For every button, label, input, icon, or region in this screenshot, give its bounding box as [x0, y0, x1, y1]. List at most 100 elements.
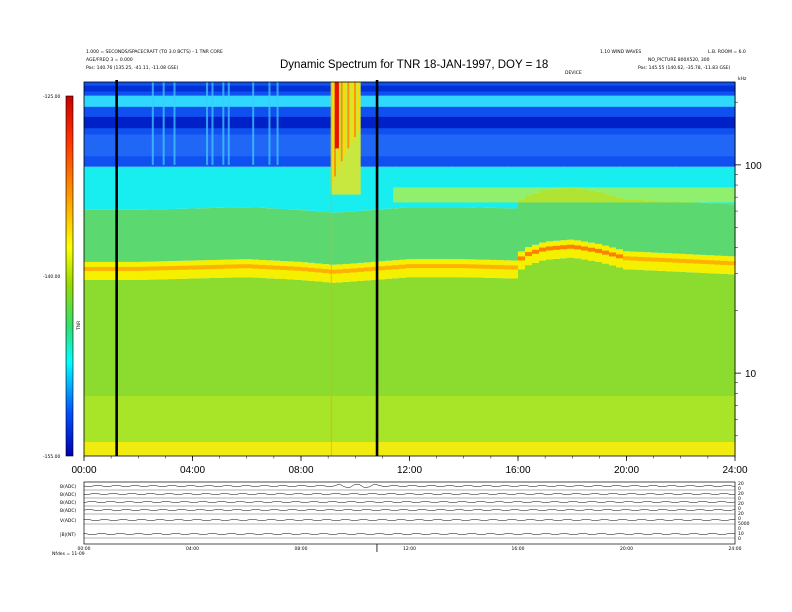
band-low [189, 278, 197, 456]
band-bottom-yellow [504, 442, 512, 456]
band-bottom-green [630, 396, 638, 444]
band-bottom-yellow [357, 442, 365, 456]
plasma-line [581, 246, 589, 251]
band-mid [413, 207, 421, 260]
band-cyan [574, 166, 582, 189]
band-cyan [427, 166, 435, 208]
band-cyan [686, 166, 694, 203]
band-bottom-yellow [567, 442, 575, 456]
band-bottom-yellow [455, 442, 463, 456]
band-bottom-yellow [266, 442, 274, 456]
header-right-line3: Pos: 145.55 (140.62, -35.78, -11.83 GSE) [638, 65, 731, 71]
band-bottom-green [434, 396, 442, 444]
plasma-line [595, 248, 603, 253]
band-bottom-green [441, 396, 449, 444]
plasma-line [686, 259, 694, 264]
band-mid [665, 201, 673, 254]
band-low [357, 280, 365, 456]
bottom-row-label: B(ADC) [60, 508, 77, 514]
band-bottom-yellow [651, 442, 659, 456]
plasma-line [245, 264, 253, 269]
top-cyan-line [84, 95, 735, 107]
band-low [623, 269, 631, 456]
band-mid [518, 199, 526, 252]
plasma-line [448, 264, 456, 269]
band-bottom-yellow [462, 442, 470, 456]
band-mid [168, 209, 176, 262]
band-low [371, 279, 379, 456]
plasma-line [385, 265, 393, 270]
band-bottom-yellow [546, 442, 554, 456]
band-cyan [469, 166, 477, 208]
band-cyan [546, 166, 554, 190]
burst-streak [354, 82, 356, 138]
burst-streak [347, 82, 350, 149]
band-mid [672, 201, 680, 254]
burst-core [334, 82, 339, 149]
band-cyan [224, 166, 232, 208]
band-bottom-yellow [336, 442, 344, 456]
plasma-line [196, 265, 204, 270]
plasma-line [658, 257, 666, 262]
cyan-streak [173, 82, 176, 165]
band-low [658, 270, 666, 456]
band-cyan [182, 166, 190, 209]
plasma-line [665, 258, 673, 263]
band-low [679, 271, 687, 456]
band-mid [399, 207, 407, 260]
band-cyan [455, 166, 463, 208]
plasma-line [672, 258, 680, 263]
band-mid [126, 209, 134, 262]
band-mid [336, 212, 344, 265]
band-mid [637, 199, 645, 252]
band-bottom-yellow [616, 442, 624, 456]
band-mid [658, 200, 666, 253]
band-bottom-green [308, 396, 316, 444]
top-dark-band [84, 116, 735, 129]
band-low [560, 258, 568, 456]
band-low [329, 282, 337, 456]
band-low [518, 269, 526, 456]
band-mid [728, 204, 736, 257]
band-bottom-green [462, 396, 470, 444]
burst-streak [340, 82, 343, 162]
band-low [119, 279, 127, 456]
plasma-line [721, 260, 729, 265]
band-low [266, 278, 274, 456]
cyan-streak [222, 82, 225, 165]
y-axis-right: 100 10 [735, 101, 762, 437]
x-tick-label: 16:00 [505, 465, 530, 476]
band-low [399, 277, 407, 456]
band-bottom-green [595, 396, 603, 444]
band-cyan [161, 166, 169, 210]
band-bottom-green [532, 396, 540, 444]
band-cyan [294, 166, 302, 210]
plasma-line [133, 266, 141, 271]
band-bottom-yellow [700, 442, 708, 456]
band-bottom-yellow [392, 442, 400, 456]
band-bottom-yellow [539, 442, 547, 456]
band-cyan [539, 166, 547, 191]
band-low [392, 278, 400, 456]
band-mid [483, 207, 491, 260]
band-bottom-yellow [231, 442, 239, 456]
band-mid [196, 208, 204, 261]
band-bottom-green [707, 396, 715, 444]
band-cyan [266, 166, 274, 209]
bottom-right-tick: 0 [738, 536, 741, 542]
plasma-line [392, 265, 400, 270]
band-cyan [588, 166, 596, 191]
band-low [686, 272, 694, 456]
band-mid [308, 210, 316, 263]
band-low [448, 277, 456, 456]
band-bottom-yellow [658, 442, 666, 456]
band-bottom-yellow [602, 442, 610, 456]
band-bottom-yellow [364, 442, 372, 456]
band-bottom-green [84, 396, 92, 444]
plasma-line [490, 264, 498, 269]
burst-streak [344, 82, 346, 155]
band-mid [385, 208, 393, 261]
bottom-x-tick: 08:00 [295, 546, 308, 552]
band-bottom-green [574, 396, 582, 444]
band-mid [273, 208, 281, 261]
